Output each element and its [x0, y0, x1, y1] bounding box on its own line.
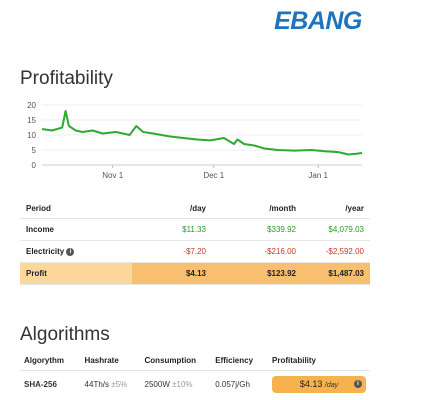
- table-header-row: Period /day /month /year: [20, 198, 370, 219]
- row-label: Profit: [20, 262, 132, 285]
- row-label: Income: [20, 218, 132, 241]
- profitability-table: Period /day /month /year Income $11.33 $…: [20, 198, 370, 285]
- electricity-row: Electricity i -$7.20 -$216.00 -$2,592.00: [20, 240, 370, 263]
- hashrate-cell: 44Th/s ±5%: [81, 371, 141, 398]
- profitability-chart: 0 5 10 15 20 Nov 1 Dec 1 Jan 1: [27, 101, 363, 180]
- electricity-month: -$216.00: [212, 240, 302, 263]
- profit-series-line: [41, 110, 363, 156]
- y-tick-label: 15: [27, 116, 36, 125]
- hashrate-variance: ±5%: [111, 379, 128, 389]
- x-tick-label: Jan 1: [308, 171, 328, 180]
- electricity-day: -$7.20: [132, 240, 212, 263]
- col-hashrate: Hashrate: [80, 350, 141, 371]
- profit-day: $4.13: [132, 262, 212, 285]
- consumption-value: 2500W: [144, 379, 170, 389]
- profit-month: $123.92: [212, 262, 302, 285]
- info-icon[interactable]: i: [354, 380, 362, 388]
- income-row: Income $11.33 $339.92 $4,079.03: [20, 218, 370, 241]
- profit-unit: /day: [324, 381, 339, 389]
- profit-year: $1,487.03: [302, 262, 370, 285]
- row-label-cell: Electricity i: [20, 240, 132, 263]
- efficiency-value: 0.057j/Gh: [215, 379, 250, 389]
- electricity-year: -$2,592.00: [302, 240, 370, 263]
- col-algorithm: Algorythm: [20, 350, 81, 371]
- y-tick-label: 0: [32, 161, 37, 170]
- col-profitability: Profitability: [268, 350, 370, 371]
- income-month: $339.92: [212, 218, 302, 241]
- algorithm-row: SHA-256 44Th/s ±5% 2500W ±10% 0.057j/Gh …: [20, 371, 370, 398]
- y-tick-label: 20: [27, 101, 36, 110]
- profitability-title: Profitability: [20, 68, 113, 89]
- col-efficiency: Efficiency: [211, 350, 268, 371]
- col-month: /month: [212, 198, 302, 219]
- algorithms-title: Algorithms: [20, 324, 110, 345]
- income-day: $11.33: [132, 218, 212, 241]
- y-tick-label: 5: [32, 146, 37, 155]
- col-day: /day: [132, 198, 212, 219]
- income-year: $4,079.03: [302, 218, 370, 241]
- consumption-cell: 2500W ±10%: [141, 371, 212, 398]
- logo-text: EBANG: [274, 7, 362, 34]
- table-header-row: Algorythm Hashrate Consumption Efficienc…: [20, 350, 370, 371]
- consumption-variance: ±10%: [172, 379, 193, 389]
- hashrate-value: 44Th/s: [84, 379, 110, 389]
- profit-row: Profit $4.13 $123.92 $1,487.03: [20, 262, 370, 285]
- algorithm-name: SHA-256: [24, 379, 57, 389]
- ebang-logo: EBANG: [274, 7, 362, 34]
- profit-badge: $4.13 /day i: [272, 375, 366, 393]
- col-consumption: Consumption: [140, 350, 212, 371]
- col-year: /year: [302, 198, 370, 219]
- profit-value: $4.13: [299, 378, 323, 389]
- x-tick-label: Dec 1: [203, 171, 224, 180]
- y-tick-label: 10: [27, 131, 36, 140]
- algorithms-table: Algorythm Hashrate Consumption Efficienc…: [20, 350, 370, 397]
- info-icon[interactable]: i: [66, 247, 75, 256]
- x-tick-label: Nov 1: [102, 171, 123, 180]
- profitability-cell: $4.13 /day i: [268, 371, 370, 398]
- col-period: Period: [20, 198, 132, 219]
- row-label: Electricity: [26, 247, 65, 256]
